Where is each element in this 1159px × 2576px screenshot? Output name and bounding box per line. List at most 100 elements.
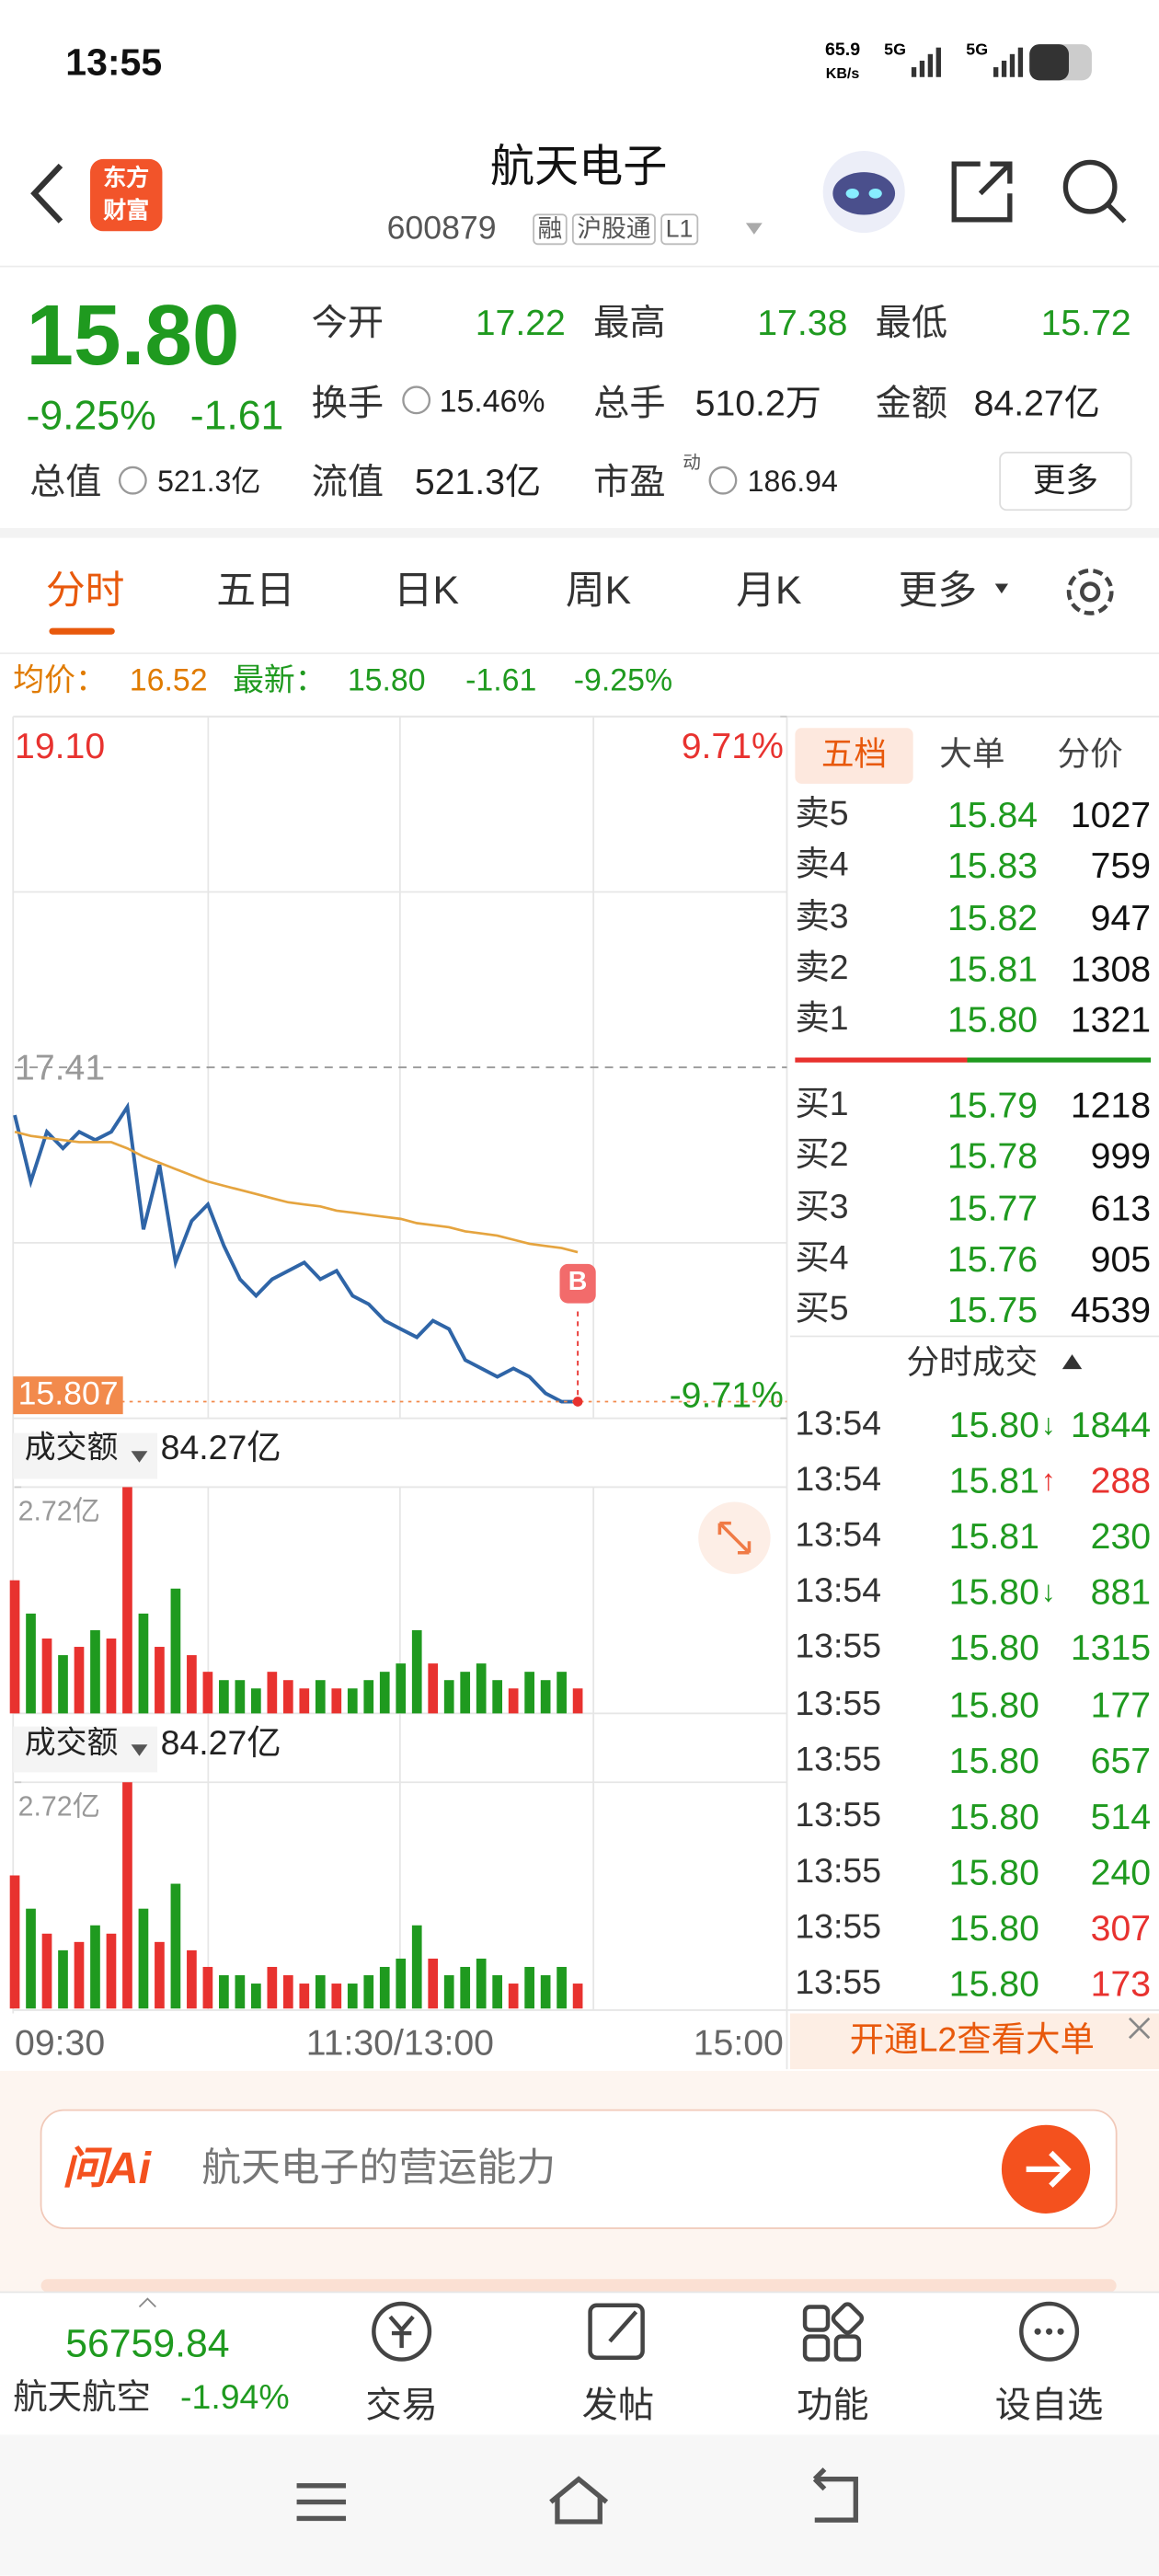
- sort-icon[interactable]: [1061, 1354, 1083, 1370]
- volume-bar: [202, 1966, 213, 2009]
- last-price: 15.80: [26, 288, 240, 385]
- dropdown-icon[interactable]: [745, 223, 763, 235]
- more-button[interactable]: 更多: [1032, 463, 1099, 500]
- trade-time: 13:55: [795, 1740, 882, 1778]
- volume-bar: [428, 1958, 439, 2009]
- volume-bar: [122, 1487, 132, 1714]
- nav-icons[interactable]: [372, 2301, 1080, 2362]
- volume-bar: [540, 1975, 551, 2009]
- stock-code: 600879: [386, 211, 497, 247]
- trade-volume: 307: [1090, 1907, 1152, 1949]
- ai-send-button[interactable]: [1001, 2124, 1091, 2214]
- dropdown-icon[interactable]: [131, 1451, 148, 1463]
- trade-marker: B: [568, 1268, 588, 1297]
- chart-tab[interactable]: 日K: [393, 569, 460, 614]
- nav-item[interactable]: 设自选: [994, 2384, 1104, 2426]
- y2-tick-label: -9.71%: [669, 1374, 784, 1416]
- stat-value: 521.3亿: [157, 465, 261, 499]
- volume-bar: [41, 1639, 52, 1714]
- chart-frame: [12, 715, 1159, 2070]
- stat-value: 510.2万: [694, 382, 821, 424]
- volume-bar: [74, 1647, 85, 1714]
- nav-item[interactable]: 发帖: [581, 2384, 655, 2426]
- trade-volume: 288: [1090, 1459, 1152, 1501]
- volume-label[interactable]: 成交额: [24, 1431, 119, 1466]
- caret-icon[interactable]: [138, 2297, 156, 2308]
- back-icon[interactable]: [30, 163, 63, 224]
- expand-icon[interactable]: [698, 1501, 771, 1574]
- volume-bar: [251, 1984, 261, 2009]
- trade-price: 15.80: [948, 1907, 1039, 1949]
- trade-time: 13:54: [795, 1405, 882, 1443]
- chart-tab[interactable]: 更多: [898, 569, 978, 614]
- promo-text[interactable]: 开通L2查看大单: [849, 2021, 1095, 2060]
- volume-selector[interactable]: [13, 1726, 158, 1773]
- volume-bar: [572, 1688, 583, 1714]
- settings-icon[interactable]: [1066, 568, 1114, 615]
- volume-bar: [557, 1672, 567, 1714]
- system-nav-icons[interactable]: [296, 2467, 858, 2524]
- status-icons: [911, 44, 1092, 81]
- orderbook-tab[interactable]: 五档: [820, 737, 888, 774]
- volume-bar: [476, 1663, 487, 1714]
- trade-volume: 240: [1090, 1851, 1152, 1892]
- orderbook-price: 15.77: [947, 1187, 1039, 1228]
- orderbook-tab[interactable]: 大单: [939, 737, 1005, 774]
- volume-bar: [138, 1613, 149, 1714]
- search-icon[interactable]: [1062, 159, 1127, 224]
- stat-value: 186.94: [747, 465, 838, 499]
- orderbook-label: 买3: [795, 1188, 849, 1226]
- promo-banner[interactable]: [790, 2013, 1159, 2070]
- close-icon[interactable]: [1128, 2017, 1151, 2040]
- nav-item[interactable]: 功能: [797, 2384, 869, 2426]
- chart-tab[interactable]: 分时: [45, 569, 125, 614]
- tab-highlight: [795, 728, 913, 784]
- index-value[interactable]: 56759.84: [65, 2321, 230, 2367]
- chart-tab[interactable]: 五日: [216, 569, 295, 614]
- stat-label: 今开: [311, 302, 384, 344]
- last-point: [572, 1397, 583, 1407]
- y-tick-label: 19.10: [15, 725, 106, 766]
- orderbook-tab[interactable]: 分价: [1057, 737, 1123, 774]
- trade-time: 13:54: [795, 1572, 882, 1611]
- system-nav: [0, 2434, 1159, 2576]
- app-logo: [90, 158, 163, 232]
- chart-tab[interactable]: 周K: [565, 569, 632, 614]
- volume-bar: [508, 1688, 519, 1714]
- ask-divider: [795, 1057, 968, 1063]
- nav-item[interactable]: 交易: [365, 2384, 438, 2426]
- trade-price: 15.81: [948, 1459, 1039, 1501]
- volume-bar: [90, 1629, 100, 1714]
- divider: [0, 265, 1159, 268]
- more-button-frame[interactable]: [999, 451, 1132, 512]
- volume-label[interactable]: 成交额: [24, 1726, 119, 1762]
- chart-tab[interactable]: 月K: [736, 569, 802, 614]
- volume-bar: [282, 1975, 293, 2009]
- volume-tick-label: 2.72亿: [17, 1495, 100, 1527]
- index-name[interactable]: 航天航空: [13, 2378, 151, 2417]
- trade-time: 13:54: [795, 1460, 882, 1499]
- stat-label: 最低: [875, 302, 948, 344]
- trades-title[interactable]: 分时成交: [906, 1345, 1039, 1382]
- stat-label: 流值: [311, 461, 384, 502]
- summary-change-pct: -9.25%: [573, 663, 673, 699]
- volume-bar: [235, 1975, 246, 2009]
- assistant-icon[interactable]: [822, 150, 905, 234]
- ai-input[interactable]: [40, 2109, 1118, 2229]
- orderbook-volume: 1027: [1070, 794, 1152, 835]
- volume-bar: [379, 1672, 390, 1714]
- summary-latest-label: 最新：: [233, 663, 327, 699]
- ai-placeholder[interactable]: 航天电子的营运能力: [201, 2146, 557, 2191]
- orderbook-label: 卖2: [795, 949, 849, 987]
- volume-selector[interactable]: [13, 1432, 158, 1479]
- volume-bar: [476, 1958, 487, 2009]
- info-icons: [118, 385, 738, 495]
- share-icon[interactable]: [951, 161, 1013, 223]
- stat-label: 总值: [29, 461, 102, 502]
- orderbook-volume: 759: [1090, 845, 1152, 887]
- dropdown-icon[interactable]: [131, 1744, 148, 1756]
- dropdown-icon[interactable]: [994, 583, 1009, 594]
- trade-arrow: ↓: [1040, 1575, 1056, 1609]
